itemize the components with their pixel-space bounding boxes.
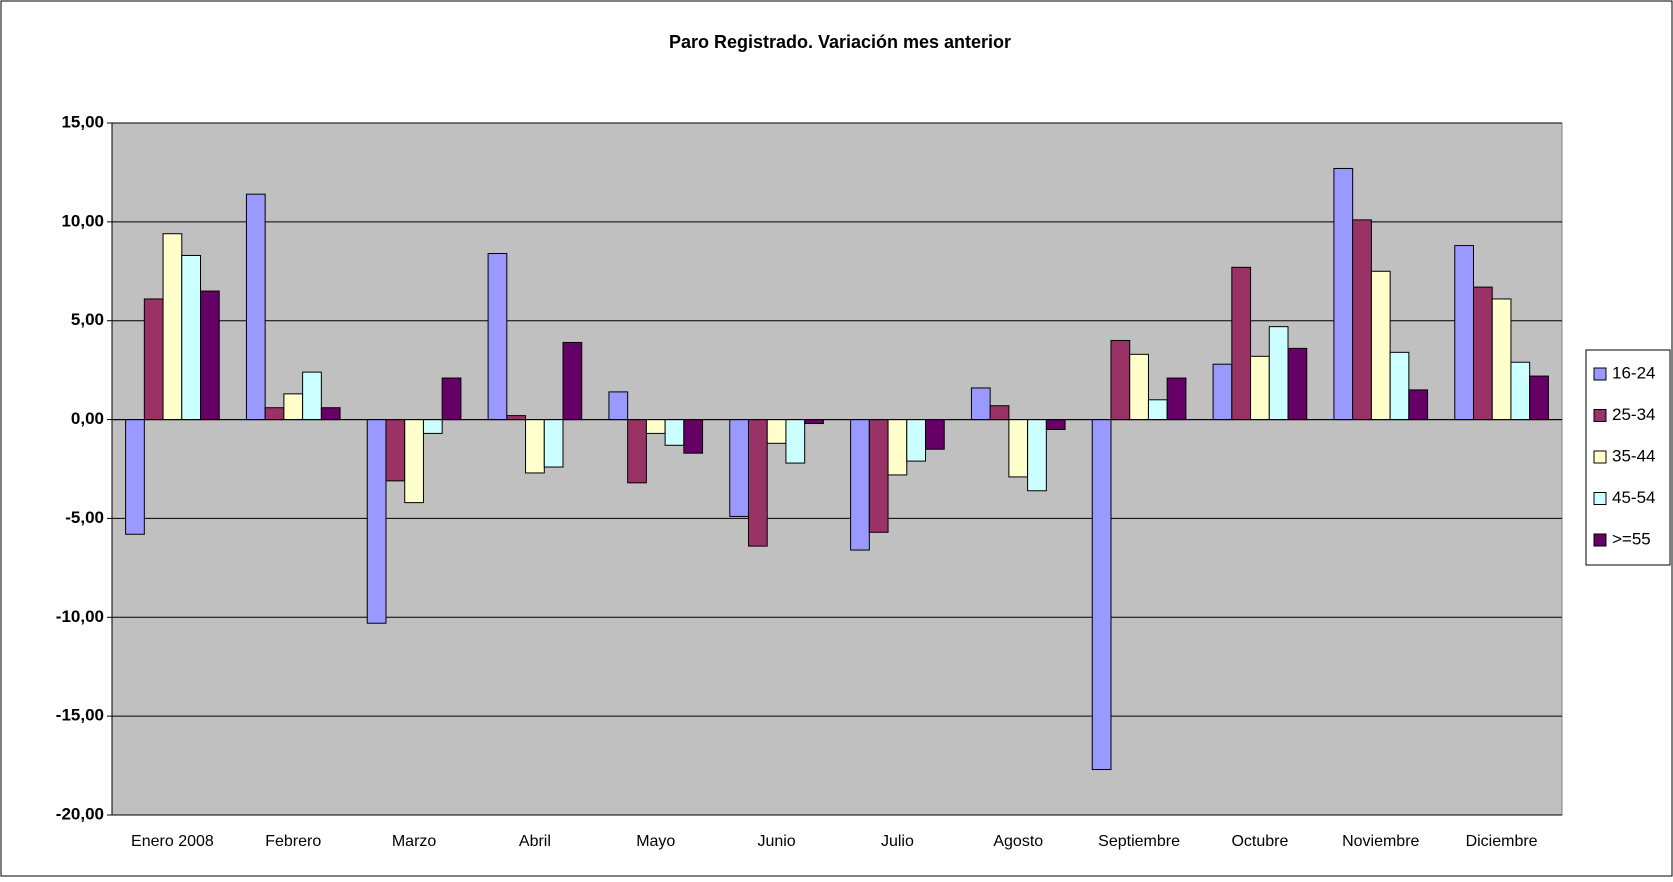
legend-label: 16-24	[1612, 363, 1655, 382]
bar	[320, 407, 341, 421]
bar	[1268, 326, 1289, 421]
x-tick-label: Octubre	[1231, 833, 1288, 850]
bar	[850, 419, 870, 551]
x-tick-label: Enero 2008	[131, 833, 214, 850]
x-tick-label: Mayo	[636, 833, 675, 850]
bar	[1008, 419, 1029, 478]
bar	[868, 419, 889, 533]
y-tick-label: 10,00	[61, 211, 104, 230]
bar	[525, 419, 545, 474]
bar	[1454, 245, 1474, 421]
legend-swatch	[1593, 450, 1607, 464]
bar	[506, 415, 527, 421]
bar	[1352, 219, 1372, 421]
bar	[906, 419, 927, 462]
bar	[1091, 419, 1112, 771]
bar	[302, 371, 322, 421]
bar	[1231, 266, 1252, 421]
bar	[766, 419, 787, 444]
legend-swatch	[1593, 367, 1607, 381]
bar	[125, 419, 145, 535]
bar	[1129, 353, 1149, 421]
bar	[664, 419, 685, 446]
bar	[683, 419, 704, 454]
bar	[385, 419, 406, 482]
x-tick-label: Agosto	[993, 833, 1043, 850]
bar	[645, 419, 666, 434]
bar	[143, 298, 164, 421]
y-tick-label: -20,00	[56, 804, 104, 823]
chart-title: Paro Registrado. Variación mes anterior	[669, 32, 1011, 52]
plot-area	[111, 122, 1563, 816]
bar	[422, 419, 443, 434]
y-tick-label: 0,00	[71, 409, 104, 428]
y-tick-label: -5,00	[65, 508, 104, 527]
bar	[1166, 377, 1187, 421]
bar	[747, 419, 768, 547]
bar	[1389, 351, 1410, 421]
bar	[1027, 419, 1047, 492]
x-tick-label: Abril	[519, 833, 551, 850]
bar	[1147, 399, 1168, 421]
bar	[283, 393, 304, 421]
bar	[925, 419, 945, 450]
bar	[627, 419, 647, 484]
bar	[245, 193, 266, 421]
bar	[200, 290, 220, 421]
bar	[1472, 286, 1493, 421]
bar	[1110, 339, 1131, 421]
bar	[441, 377, 462, 421]
bar	[608, 391, 629, 421]
bar	[487, 252, 508, 421]
bar	[264, 407, 285, 421]
x-tick-label: Diciembre	[1466, 833, 1538, 850]
bar	[562, 341, 583, 421]
bar	[804, 419, 824, 425]
y-tick-label: 15,00	[61, 112, 104, 131]
bar	[1287, 347, 1308, 421]
bar	[1370, 270, 1391, 421]
bar	[970, 387, 991, 421]
x-tick-label: Julio	[881, 833, 914, 850]
legend-swatch	[1593, 492, 1607, 505]
bar	[1491, 298, 1512, 421]
legend-swatch	[1593, 533, 1607, 547]
bar	[543, 419, 564, 468]
bar	[785, 419, 806, 464]
y-tick-label: -10,00	[56, 607, 104, 626]
x-tick-label: Febrero	[265, 833, 321, 850]
y-tick-label: -15,00	[56, 706, 104, 725]
x-tick-label: Marzo	[392, 833, 437, 850]
bar	[887, 419, 908, 476]
x-tick-label: Noviembre	[1342, 833, 1419, 850]
bar	[366, 419, 387, 624]
legend-label: >=55	[1612, 529, 1651, 548]
bar	[1333, 167, 1354, 421]
legend-label: 35-44	[1612, 446, 1655, 465]
bar	[729, 419, 749, 517]
bar	[1045, 419, 1066, 430]
y-tick-label: 5,00	[71, 310, 104, 329]
legend-label: 45-54	[1612, 488, 1655, 507]
bar	[404, 419, 424, 504]
bar	[1250, 355, 1270, 421]
bar	[989, 405, 1010, 421]
bar	[1529, 375, 1549, 421]
x-tick-label: Junio	[757, 833, 795, 850]
bar	[1408, 389, 1429, 421]
bar	[181, 254, 202, 421]
bar	[1212, 363, 1233, 421]
bar	[162, 233, 183, 421]
legend-label: 25-34	[1612, 405, 1655, 424]
bar	[1510, 361, 1531, 421]
x-tick-label: Septiembre	[1098, 833, 1180, 850]
legend-swatch	[1593, 409, 1607, 422]
